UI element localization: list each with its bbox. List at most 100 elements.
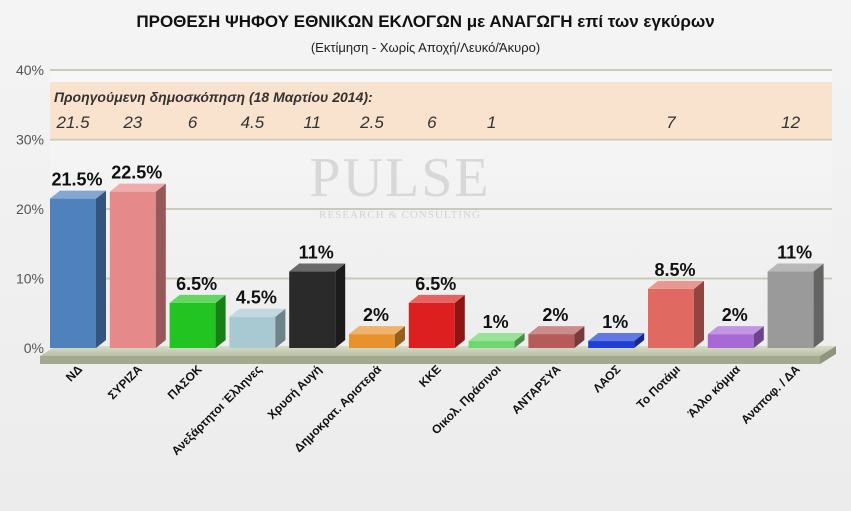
value-label: 11% (299, 243, 334, 263)
bar (408, 294, 465, 348)
bar-side (813, 263, 824, 348)
bar (528, 326, 585, 348)
bar (648, 280, 704, 348)
previous-poll-value: 2.5 (359, 113, 384, 132)
value-label: 4.5% (236, 288, 277, 308)
bar-top (767, 263, 824, 272)
bar-side (215, 294, 226, 348)
bar-side (395, 326, 405, 348)
previous-poll-value: 1 (487, 113, 496, 132)
bars (50, 183, 824, 348)
bar-top (109, 183, 166, 192)
y-axis: 0% 10% 20% 30% 40% (16, 62, 44, 356)
bar (109, 183, 166, 348)
previous-poll-label: Προηγούμενη δημοσκόπηση (18 Μαρτίου 2014… (54, 89, 373, 105)
previous-poll-value: 7 (666, 113, 676, 132)
value-label: 1% (483, 312, 509, 332)
bar-front (707, 334, 754, 348)
bar (767, 263, 824, 348)
bar-side (634, 333, 645, 348)
bar-top (169, 294, 226, 303)
bar-front (289, 271, 336, 348)
bar-top (289, 263, 346, 272)
bar-front (169, 302, 216, 348)
previous-poll-value: 6 (188, 113, 198, 132)
bar-front (528, 334, 575, 348)
bar-top (648, 280, 704, 289)
value-label: 6.5% (176, 274, 217, 294)
value-label: 11% (777, 243, 812, 263)
bar-front (50, 198, 96, 348)
bar-side (155, 183, 166, 348)
floor-top (40, 346, 836, 356)
category-label: ΠΑΣΟΚ (165, 362, 205, 402)
y-tick-label: 30% (16, 132, 44, 148)
chart-title: ΠΡΟΘΕΣΗ ΨΗΦΟΥ ΕΘΝΙΚΩΝ ΕΚΛΟΓΩΝ με ΑΝΑΓΩΓΗ… (136, 12, 715, 31)
y-tick-label: 10% (16, 271, 44, 287)
previous-poll-band (50, 82, 832, 139)
bar (289, 263, 346, 348)
category-label: Χρυσή Αυγή (265, 362, 325, 422)
bar (468, 333, 525, 348)
watermark-main: PULSE (309, 147, 490, 209)
watermark-logo: PULSE RESEARCH & CONSULTING (309, 147, 490, 221)
floor-side (820, 346, 836, 364)
previous-poll-value: 12 (781, 113, 800, 132)
bar-side (753, 326, 764, 348)
y-tick-label: 0% (24, 340, 44, 356)
previous-poll-value: 23 (122, 113, 142, 132)
bar-front (468, 341, 515, 348)
bar-top (468, 333, 525, 342)
bar-side (454, 294, 465, 348)
category-label: Το Ποτάμι (634, 362, 683, 411)
bar (707, 326, 764, 348)
previous-poll-value: 21.5 (55, 113, 90, 132)
bar (169, 294, 226, 348)
value-label: 6.5% (415, 274, 456, 294)
category-label: ΛΑΟΣ (590, 362, 623, 395)
category-label: ΚΚΕ (416, 362, 444, 390)
bar-side (96, 190, 106, 348)
bar-front (109, 191, 156, 348)
value-label: 2% (363, 305, 389, 325)
category-label: Αναποφ. / ΔΑ (738, 362, 803, 427)
bar-front (229, 316, 276, 348)
value-label: 21.5% (51, 170, 102, 190)
bar-top (229, 308, 286, 317)
floor-front (40, 356, 820, 364)
bar-side (694, 280, 704, 348)
category-label: Άλλο κόμμα (685, 362, 744, 421)
bar-front (588, 341, 635, 348)
y-tick-label: 20% (16, 201, 44, 217)
bar-top (707, 326, 764, 335)
category-label: ΑΝΤΑΡΣΥΑ (509, 362, 564, 417)
bar-front (408, 302, 455, 348)
bar-top (528, 326, 585, 335)
y-tick-label: 40% (16, 62, 44, 78)
bar-front (767, 271, 814, 348)
bar-side (574, 326, 585, 348)
previous-poll-values: 21.5 23 6 4.5 11 2.5 6 1 7 12 (55, 113, 800, 132)
value-label: 8.5% (654, 260, 695, 280)
bar-top (408, 294, 465, 303)
category-label: ΝΔ (63, 362, 85, 384)
value-labels: 21.5% 22.5% 6.5% 4.5% 11% 2% 6.5% 1% 2% 1% 8.5% 2% 1… (51, 163, 812, 332)
value-label: 1% (602, 312, 628, 332)
bar-top (50, 190, 106, 199)
bar-side (335, 263, 346, 348)
value-label: 22.5% (111, 163, 162, 183)
category-label: ΣΥΡΙΖΑ (105, 362, 145, 402)
bar-side (514, 333, 525, 348)
chart-subtitle: (Εκτίμηση - Χωρίς Αποχή/Λευκό/Άκυρο) (310, 40, 541, 55)
previous-poll-value: 4.5 (241, 113, 265, 132)
bar (50, 190, 106, 348)
bar (229, 308, 286, 348)
bar (588, 333, 645, 348)
bar-top (588, 333, 645, 342)
watermark-sub: RESEARCH & CONSULTING (319, 209, 481, 221)
bar-side (275, 308, 286, 348)
previous-poll-value: 11 (303, 113, 321, 132)
